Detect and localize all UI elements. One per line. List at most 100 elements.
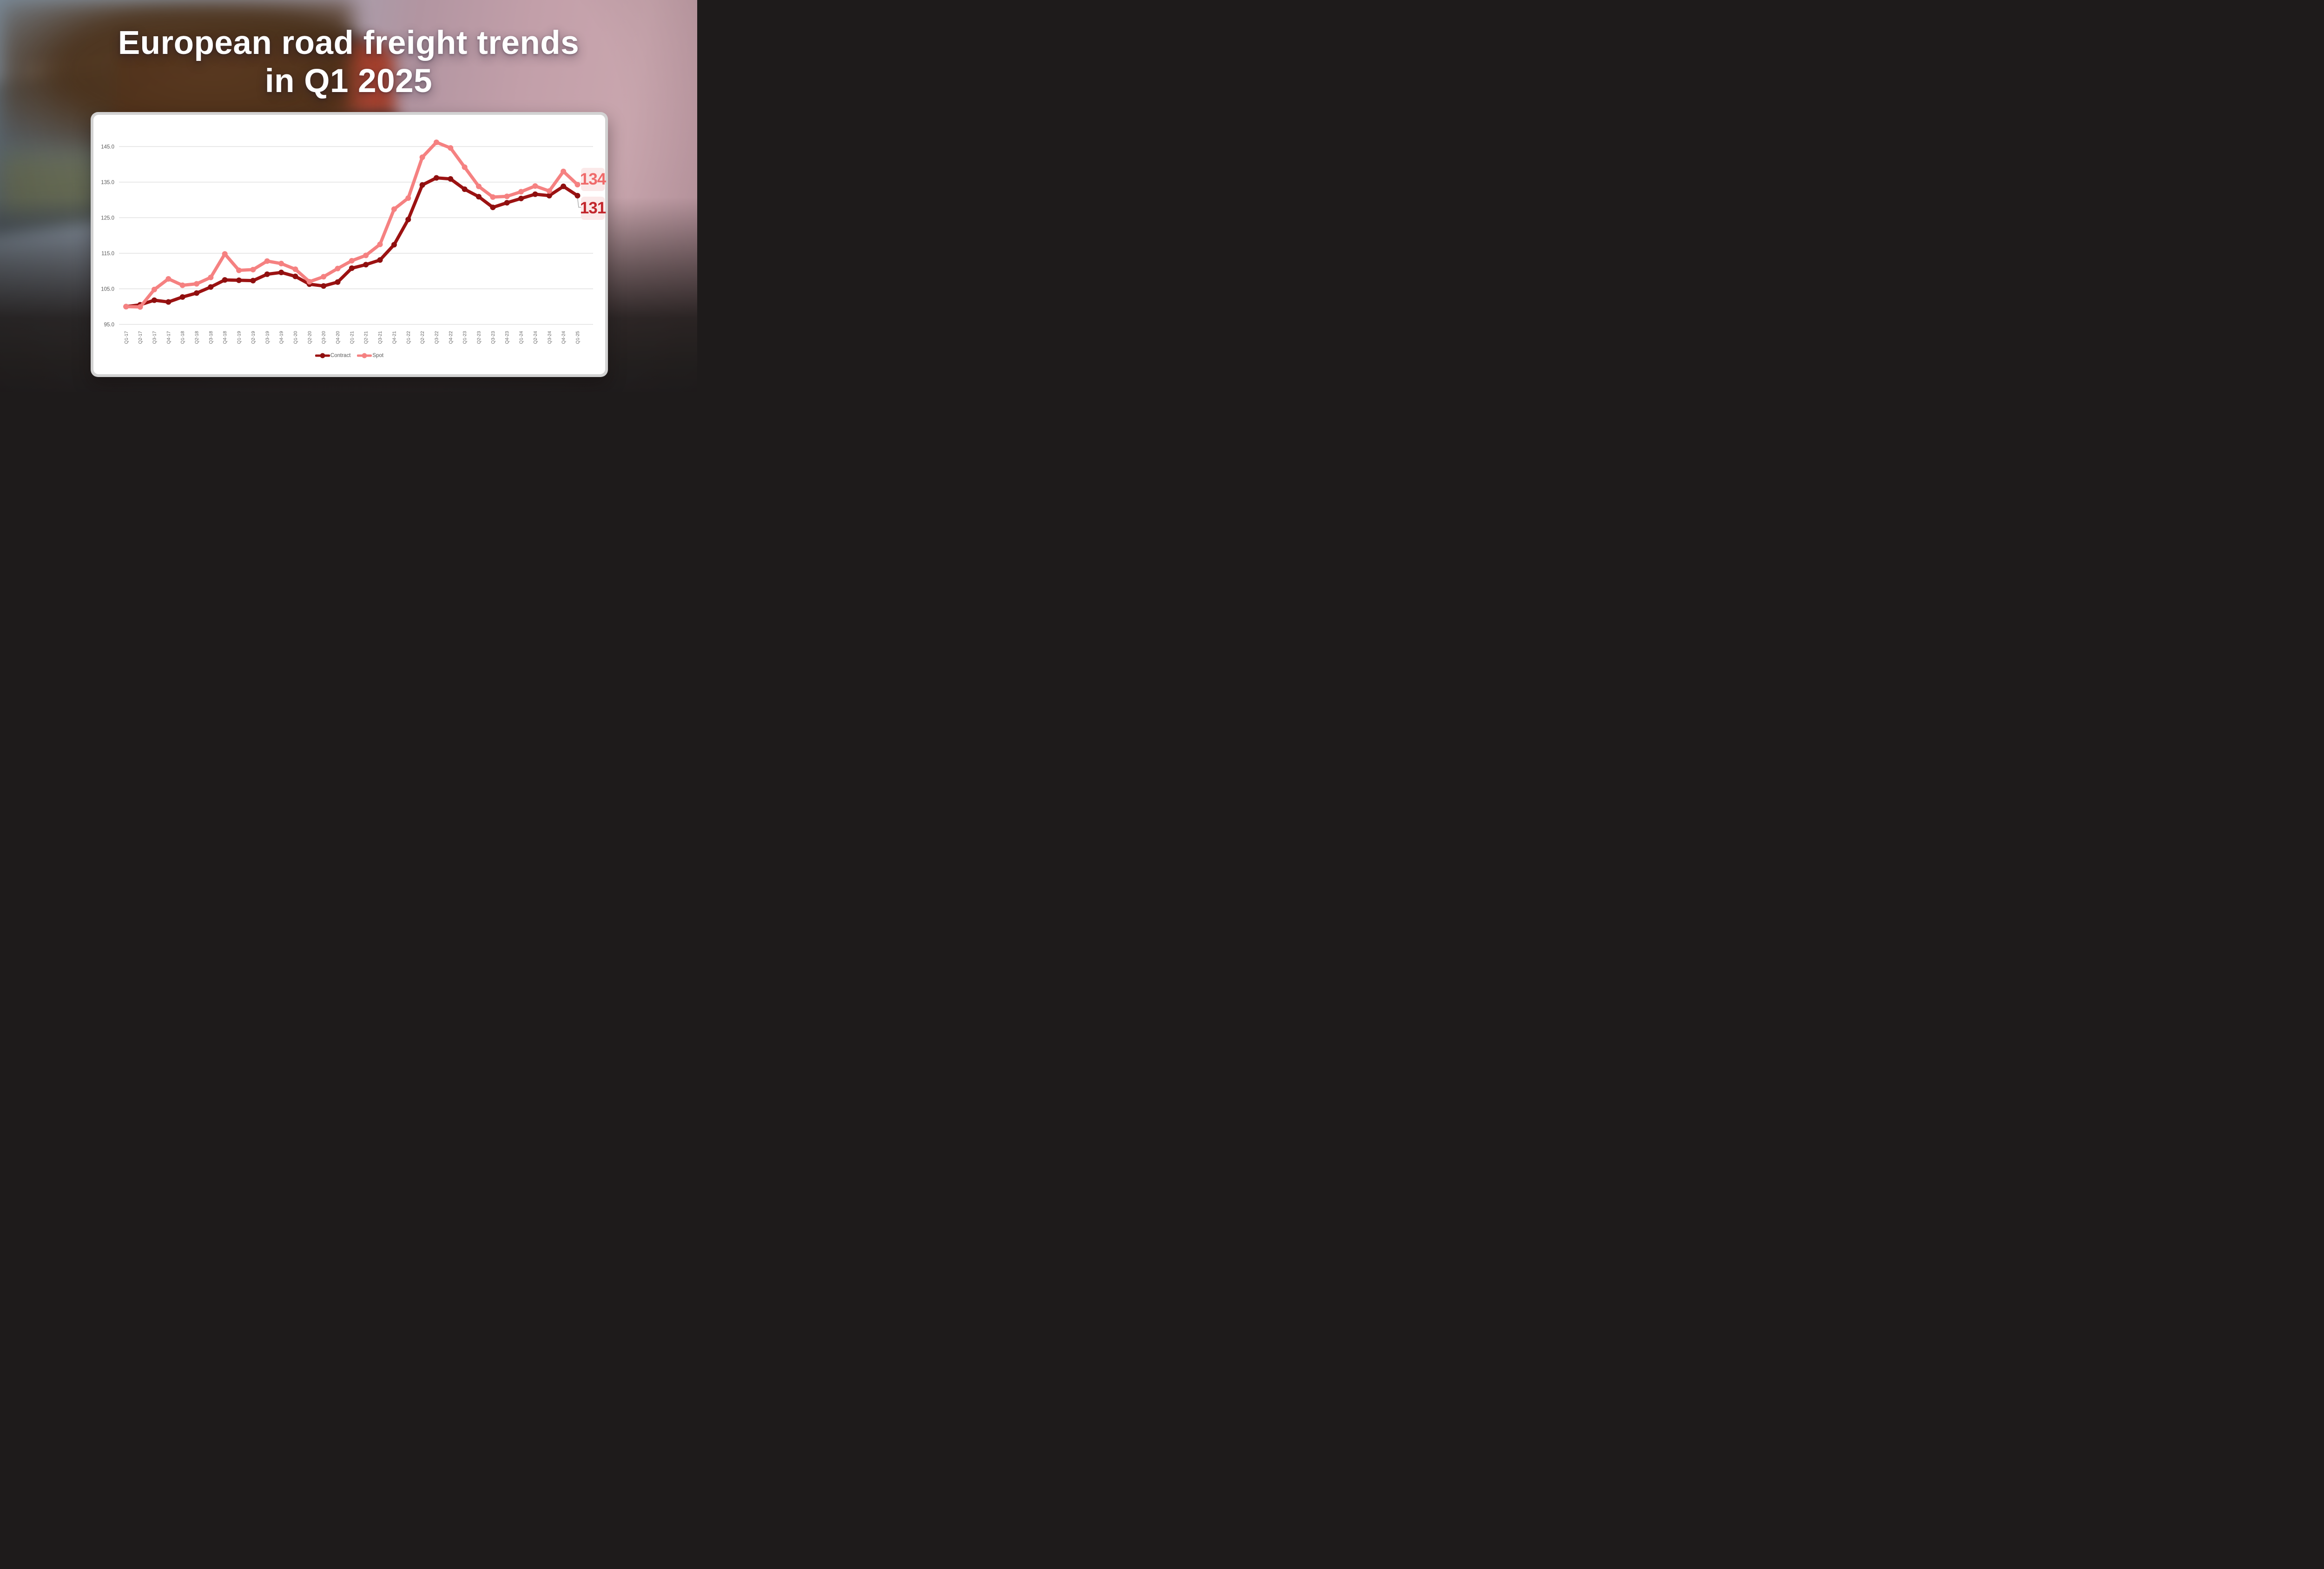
legend-label-spot: Spot — [372, 353, 384, 358]
y-tick-label: 105.0 — [101, 286, 114, 292]
spot-point — [306, 278, 312, 285]
spot-point — [419, 154, 425, 160]
spot-point — [561, 168, 567, 174]
contract-point — [250, 278, 256, 284]
end-label-spot-badge: 134 — [580, 168, 606, 191]
spot-point — [278, 260, 284, 266]
spot-point — [546, 188, 552, 194]
contract-point — [448, 176, 454, 182]
end-label-contract-badge: 131 — [580, 197, 606, 220]
spot-point — [292, 266, 298, 272]
contract-point — [405, 217, 411, 223]
spot-point — [321, 274, 327, 280]
y-tick-label: 145.0 — [101, 144, 114, 150]
contract-point — [292, 273, 298, 279]
x-tick-label: Q4-24 — [561, 331, 567, 344]
contract-point — [476, 194, 482, 200]
x-tick-label: Q4-17 — [166, 331, 172, 344]
spot-point — [222, 251, 228, 257]
spot-point — [391, 206, 397, 212]
legend-item-spot: Spot — [357, 353, 383, 358]
spot-point — [433, 139, 439, 146]
title-line-1: European road freight trends — [118, 25, 580, 61]
contract-point — [433, 175, 439, 181]
x-tick-label: Q2-22 — [420, 331, 425, 344]
x-tick-label: Q4-18 — [223, 331, 228, 344]
contract-point — [264, 271, 270, 277]
x-tick-label: Q1-18 — [180, 331, 185, 344]
contract-point — [532, 191, 538, 197]
x-tick-label: Q2-23 — [477, 331, 482, 344]
x-tick-label: Q1-21 — [350, 331, 355, 344]
contract-point — [151, 297, 157, 303]
legend: Contract Spot — [93, 353, 605, 358]
x-tick-label: Q1-22 — [406, 331, 411, 344]
spot-point — [250, 266, 256, 272]
legend-item-contract: Contract — [315, 353, 350, 358]
x-tick-label: Q4-21 — [392, 331, 397, 344]
contract-badge-connector-line — [577, 197, 581, 208]
contract-point — [321, 283, 327, 289]
contract-point — [377, 257, 383, 263]
x-tick-label: Q3-19 — [265, 331, 270, 344]
spot-point — [335, 265, 341, 271]
contract-point — [574, 192, 581, 199]
chart-card-frame: 145.0 135.0 125.0 115.0 105.0 95.0 Q1-17 Q2-17 Q… — [91, 112, 608, 377]
x-tick-label: Q3-20 — [322, 331, 327, 344]
spot-point — [194, 281, 199, 287]
spot-point — [476, 183, 482, 189]
x-tick-label: Q3-21 — [378, 331, 383, 344]
spot-point — [490, 194, 496, 200]
infographic-stage: European road freight trends in Q1 2025 … — [0, 0, 697, 392]
x-tick-label: Q1-19 — [237, 331, 242, 344]
contract-point — [363, 262, 369, 268]
spot-point — [518, 189, 524, 195]
spot-point — [179, 282, 185, 288]
x-tick-label: Q4-19 — [279, 331, 284, 344]
x-tick-label: Q3-17 — [152, 331, 157, 344]
y-tick-label: 125.0 — [101, 215, 114, 221]
y-tick-label: 135.0 — [101, 180, 114, 185]
x-tick-label: Q3-23 — [491, 331, 496, 344]
contract-point — [165, 299, 172, 305]
x-tick-label: Q2-19 — [251, 331, 256, 344]
spot-line-marker-icon — [357, 353, 372, 358]
contract-point — [222, 277, 228, 283]
x-tick-label: Q1-23 — [462, 331, 468, 344]
spot-point — [532, 183, 538, 189]
spot-point — [349, 258, 355, 264]
x-tick-label: Q2-24 — [533, 331, 538, 344]
x-tick-label: Q2-18 — [195, 331, 200, 344]
contract-point — [179, 294, 185, 300]
title-line-2: in Q1 2025 — [264, 63, 433, 99]
spot-point — [208, 274, 214, 280]
contract-point — [419, 182, 425, 188]
spot-point — [123, 304, 129, 310]
spot-point — [137, 304, 143, 310]
contract-point — [391, 242, 397, 248]
x-tick-label: Q3-24 — [547, 331, 552, 344]
x-tick-label: Q4-23 — [505, 331, 510, 344]
freight-rates-line-chart: 145.0 135.0 125.0 115.0 105.0 95.0 Q1-17 Q2-17 Q… — [101, 139, 593, 344]
x-tick-label: Q1-20 — [293, 331, 298, 344]
contract-point — [278, 270, 284, 276]
spot-point — [574, 182, 581, 188]
x-tick-label: Q3-22 — [434, 331, 439, 344]
contract-point — [236, 277, 242, 283]
x-tick-label: Q2-21 — [364, 331, 369, 344]
y-tick-label: 95.0 — [104, 322, 114, 328]
x-tick-label: Q2-20 — [307, 331, 312, 344]
legend-label-contract: Contract — [330, 353, 351, 358]
x-tick-label: Q2-17 — [138, 331, 143, 344]
x-tick-label: Q3-18 — [209, 331, 214, 344]
contract-point — [546, 192, 552, 199]
y-tick-label: 115.0 — [101, 251, 114, 257]
x-tick-label: Q1-17 — [124, 331, 129, 344]
contract-point — [490, 205, 496, 211]
contract-point — [504, 200, 510, 206]
end-label-contract-value: 131 — [580, 199, 606, 217]
spot-point — [264, 258, 270, 264]
contract-point — [561, 183, 567, 189]
contract-point — [349, 265, 355, 271]
spot-line — [124, 140, 579, 309]
